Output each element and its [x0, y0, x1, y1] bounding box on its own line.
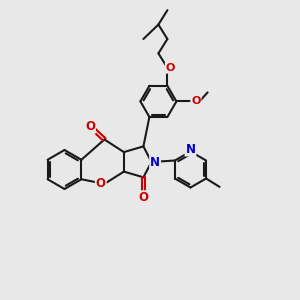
Text: O: O: [191, 96, 201, 106]
Text: N: N: [150, 155, 160, 169]
Text: O: O: [85, 120, 95, 133]
Text: N: N: [185, 142, 196, 156]
Text: O: O: [96, 177, 106, 190]
Text: O: O: [138, 191, 148, 204]
Text: O: O: [166, 63, 175, 73]
